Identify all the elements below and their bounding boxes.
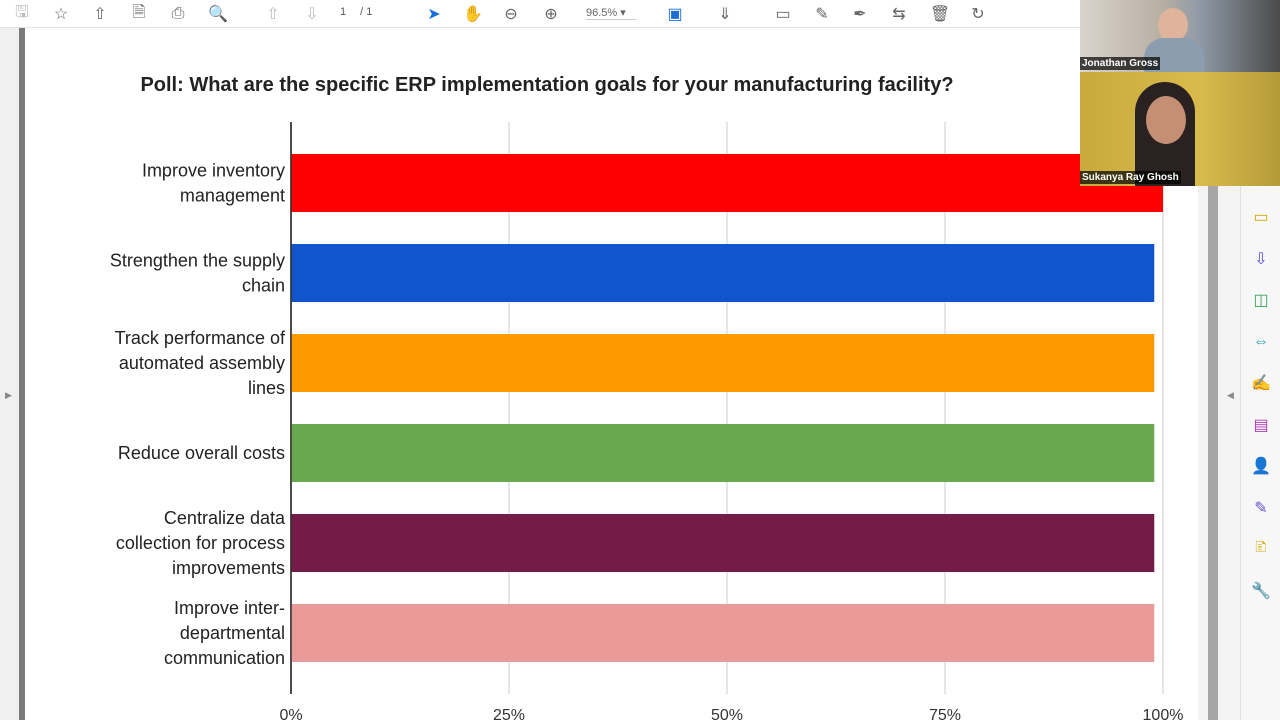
print-icon[interactable]: ⎙ [171,5,185,22]
expand-left-arrow-icon[interactable]: ▶ [5,390,12,400]
zoom-out-icon[interactable]: ⊖ [504,6,518,23]
category-label: Track performance of [115,328,286,348]
category-label: Reduce overall costs [118,443,285,463]
category-label: automated assembly [119,353,285,373]
delete-icon[interactable]: 🗑 [929,6,951,23]
protect-file-icon[interactable]: 🗎 [132,3,146,21]
find-zoom-icon[interactable]: 🔍 [208,6,228,23]
fit-page-icon[interactable]: ▣ [667,6,683,23]
bar-4 [291,514,1155,572]
x-tick-label: 75% [929,707,961,720]
select-cursor-icon[interactable]: ➤ [427,6,441,23]
x-tick-label: 50% [711,707,743,720]
video-tile-jonathan: Jonathan Gross [1080,0,1280,72]
page-number-field[interactable]: 1 / 1 [340,6,372,18]
x-tick-label: 25% [493,707,525,720]
category-label: management [180,186,285,206]
edit-sign-icon[interactable]: ✎ [1254,499,1268,517]
compress-pdf-icon[interactable]: ⇔ [1253,332,1269,350]
hand-icon[interactable]: ✋ [463,6,483,23]
category-label: communication [164,648,285,668]
zoom-level-select[interactable]: 96.5% ▾ [586,6,636,20]
total-pages: / 1 [360,6,373,18]
category-label: improvements [172,558,285,578]
bar-2 [291,334,1155,392]
more-tools-icon[interactable]: 🔧 [1251,582,1271,600]
category-label: departmental [180,623,285,643]
save-icon[interactable]: 🖫 [15,3,29,21]
highlight-pen-icon[interactable]: ✎ [815,6,829,23]
category-label: Strengthen the supply [110,251,285,271]
zoom-in-icon[interactable]: ⊕ [544,6,558,23]
pdf-toolbar: 🖫 ☆ ⇧ 🗎 ⎙ 🔍 ⇧ ⇩ ➤ ✋ ⊖ ⊕ ▣ ⇓ ▭ ✎ ✒ ⇆ 🗑 ↻ 1 / 1 96.5% ▾ [0,0,1280,28]
category-label: lines [248,378,285,398]
rotate-icon[interactable]: ↻ [971,6,985,23]
comment-icon[interactable]: ▭ [775,6,791,23]
next-page-icon[interactable]: ⇩ [305,6,319,23]
category-label: Improve inter- [174,598,285,618]
comment-icon[interactable]: ▭ [1253,209,1269,226]
sign-icon[interactable]: ✒ [853,6,867,23]
organize-pages-icon[interactable]: ◫ [1253,292,1269,309]
participant-name: Sukanya Ray Ghosh [1080,171,1181,184]
bar-5 [291,604,1155,662]
category-label: Improve inventory [142,161,285,181]
bar-1 [291,244,1155,302]
create-pdf-icon[interactable]: ▤ [1253,416,1269,434]
request-signatures-icon[interactable]: 👤 [1251,458,1271,475]
poll-chart: Poll: What are the specific ERP implemen… [110,74,1184,720]
current-page[interactable]: 1 [340,6,347,18]
x-tick-label: 0% [279,707,302,720]
share-file-icon[interactable]: ⇆ [892,6,906,23]
fill-sign-icon[interactable]: ✍ [1251,375,1271,392]
left-panel-collapsed[interactable]: ▶ [0,28,25,720]
scroll-mode-icon[interactable]: ⇓ [718,6,732,23]
video-tile-sukanya: Sukanya Ray Ghosh [1080,72,1280,186]
chart-title: Poll: What are the specific ERP implemen… [140,74,953,96]
x-tick-label: 100% [1143,707,1184,720]
collapse-right-arrow-icon[interactable]: ◀ [1227,390,1234,400]
upload-cloud-icon[interactable]: ⇧ [93,6,107,23]
send-for-comment-icon[interactable]: 🗈 [1255,538,1267,556]
category-label: chain [242,276,285,296]
participant-name: Jonathan Gross [1080,57,1161,70]
category-label: collection for process [116,533,285,553]
bar-0 [291,154,1163,212]
category-label: Centralize data [164,508,286,528]
prev-page-icon[interactable]: ⇧ [266,6,280,23]
export-pdf-icon[interactable]: ⇩ [1254,250,1268,268]
bookmark-star-icon[interactable]: ☆ [53,6,69,23]
bar-3 [291,424,1155,482]
